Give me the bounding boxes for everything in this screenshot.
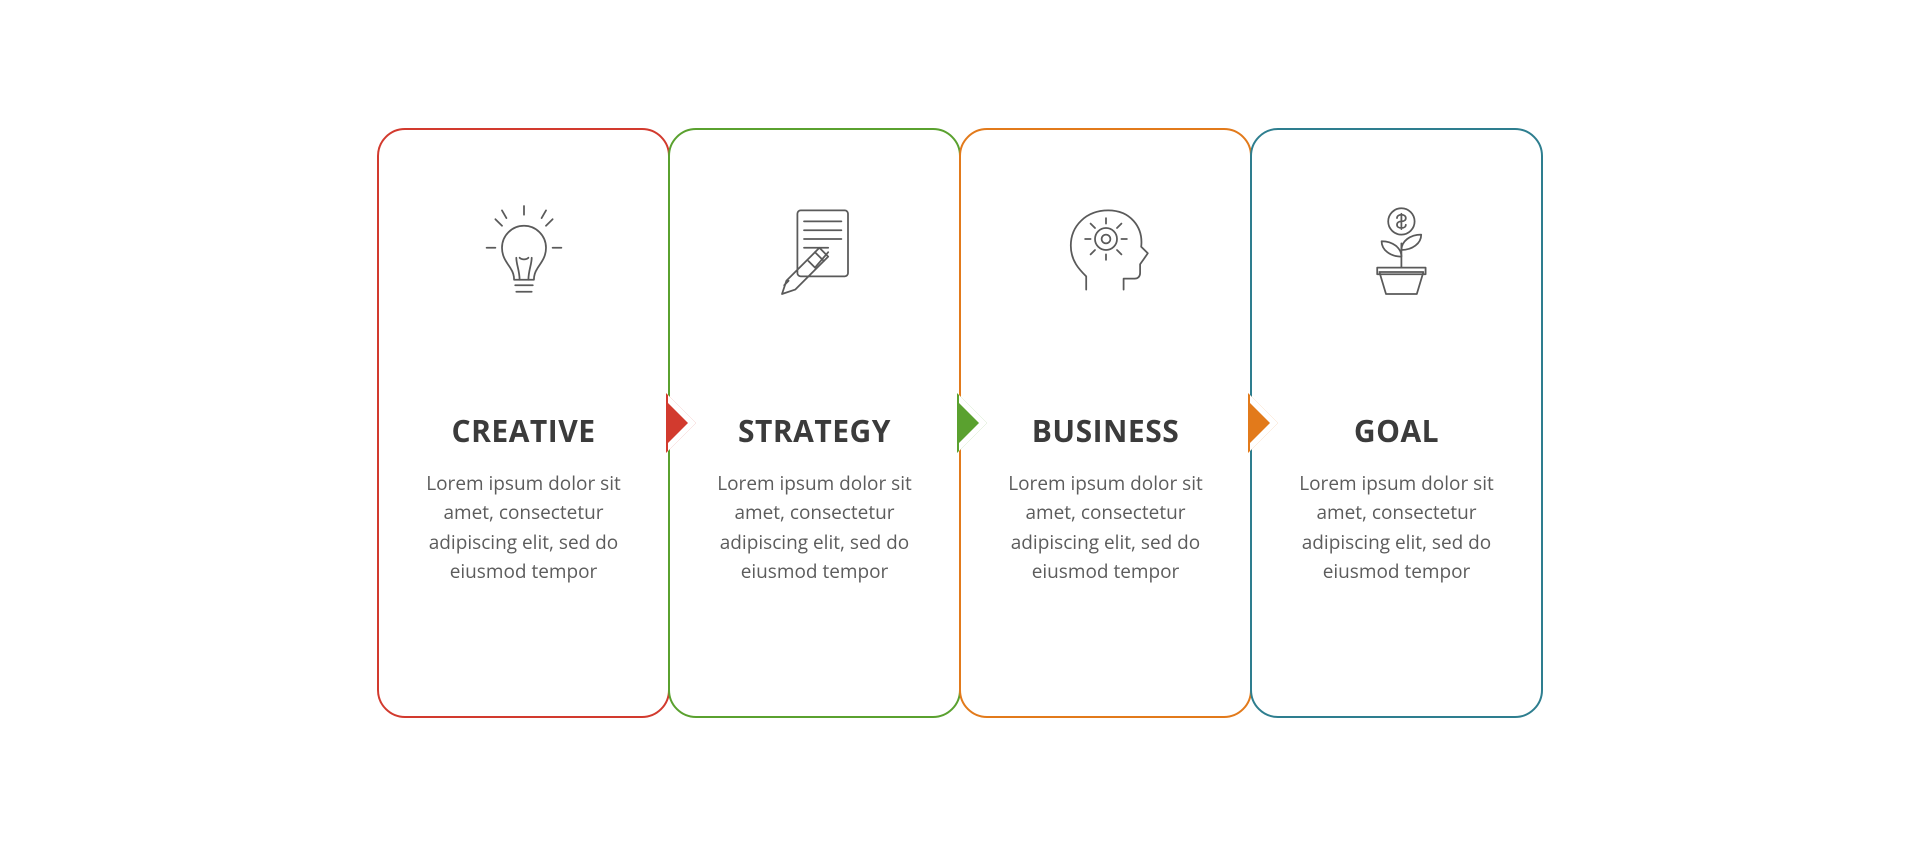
- card-title: CREATIVE: [451, 410, 595, 451]
- lightbulb-icon: [464, 180, 584, 320]
- card-body: Lorem ipsum dolor sit amet, consectetur …: [698, 469, 931, 587]
- card-row: CREATIVE Lorem ipsum dolor sit amet, cons…: [377, 128, 1543, 718]
- card-business: BUSINESS Lorem ipsum dolor sit amet, cons…: [959, 128, 1252, 718]
- infographic-stage: CREATIVE Lorem ipsum dolor sit amet, cons…: [0, 0, 1920, 853]
- document-check-icon: [755, 180, 875, 320]
- card-strategy: STRATEGY Lorem ipsum dolor sit amet, cons…: [668, 128, 961, 718]
- card-body: Lorem ipsum dolor sit amet, consectetur …: [407, 469, 640, 587]
- card-title: STRATEGY: [738, 410, 891, 451]
- card-creative: CREATIVE Lorem ipsum dolor sit amet, cons…: [377, 128, 670, 718]
- head-gear-icon: [1046, 180, 1166, 320]
- card-title: BUSINESS: [1032, 410, 1180, 451]
- card-goal: GOAL Lorem ipsum dolor sit amet, consecte…: [1250, 128, 1543, 718]
- card-title: GOAL: [1354, 410, 1439, 451]
- connector-arrow: [668, 395, 696, 451]
- connector-arrow: [959, 395, 987, 451]
- card-body: Lorem ipsum dolor sit amet, consectetur …: [989, 469, 1222, 587]
- card-body: Lorem ipsum dolor sit amet, consectetur …: [1280, 469, 1513, 587]
- money-plant-icon: [1337, 180, 1457, 320]
- connector-arrow: [1250, 395, 1278, 451]
